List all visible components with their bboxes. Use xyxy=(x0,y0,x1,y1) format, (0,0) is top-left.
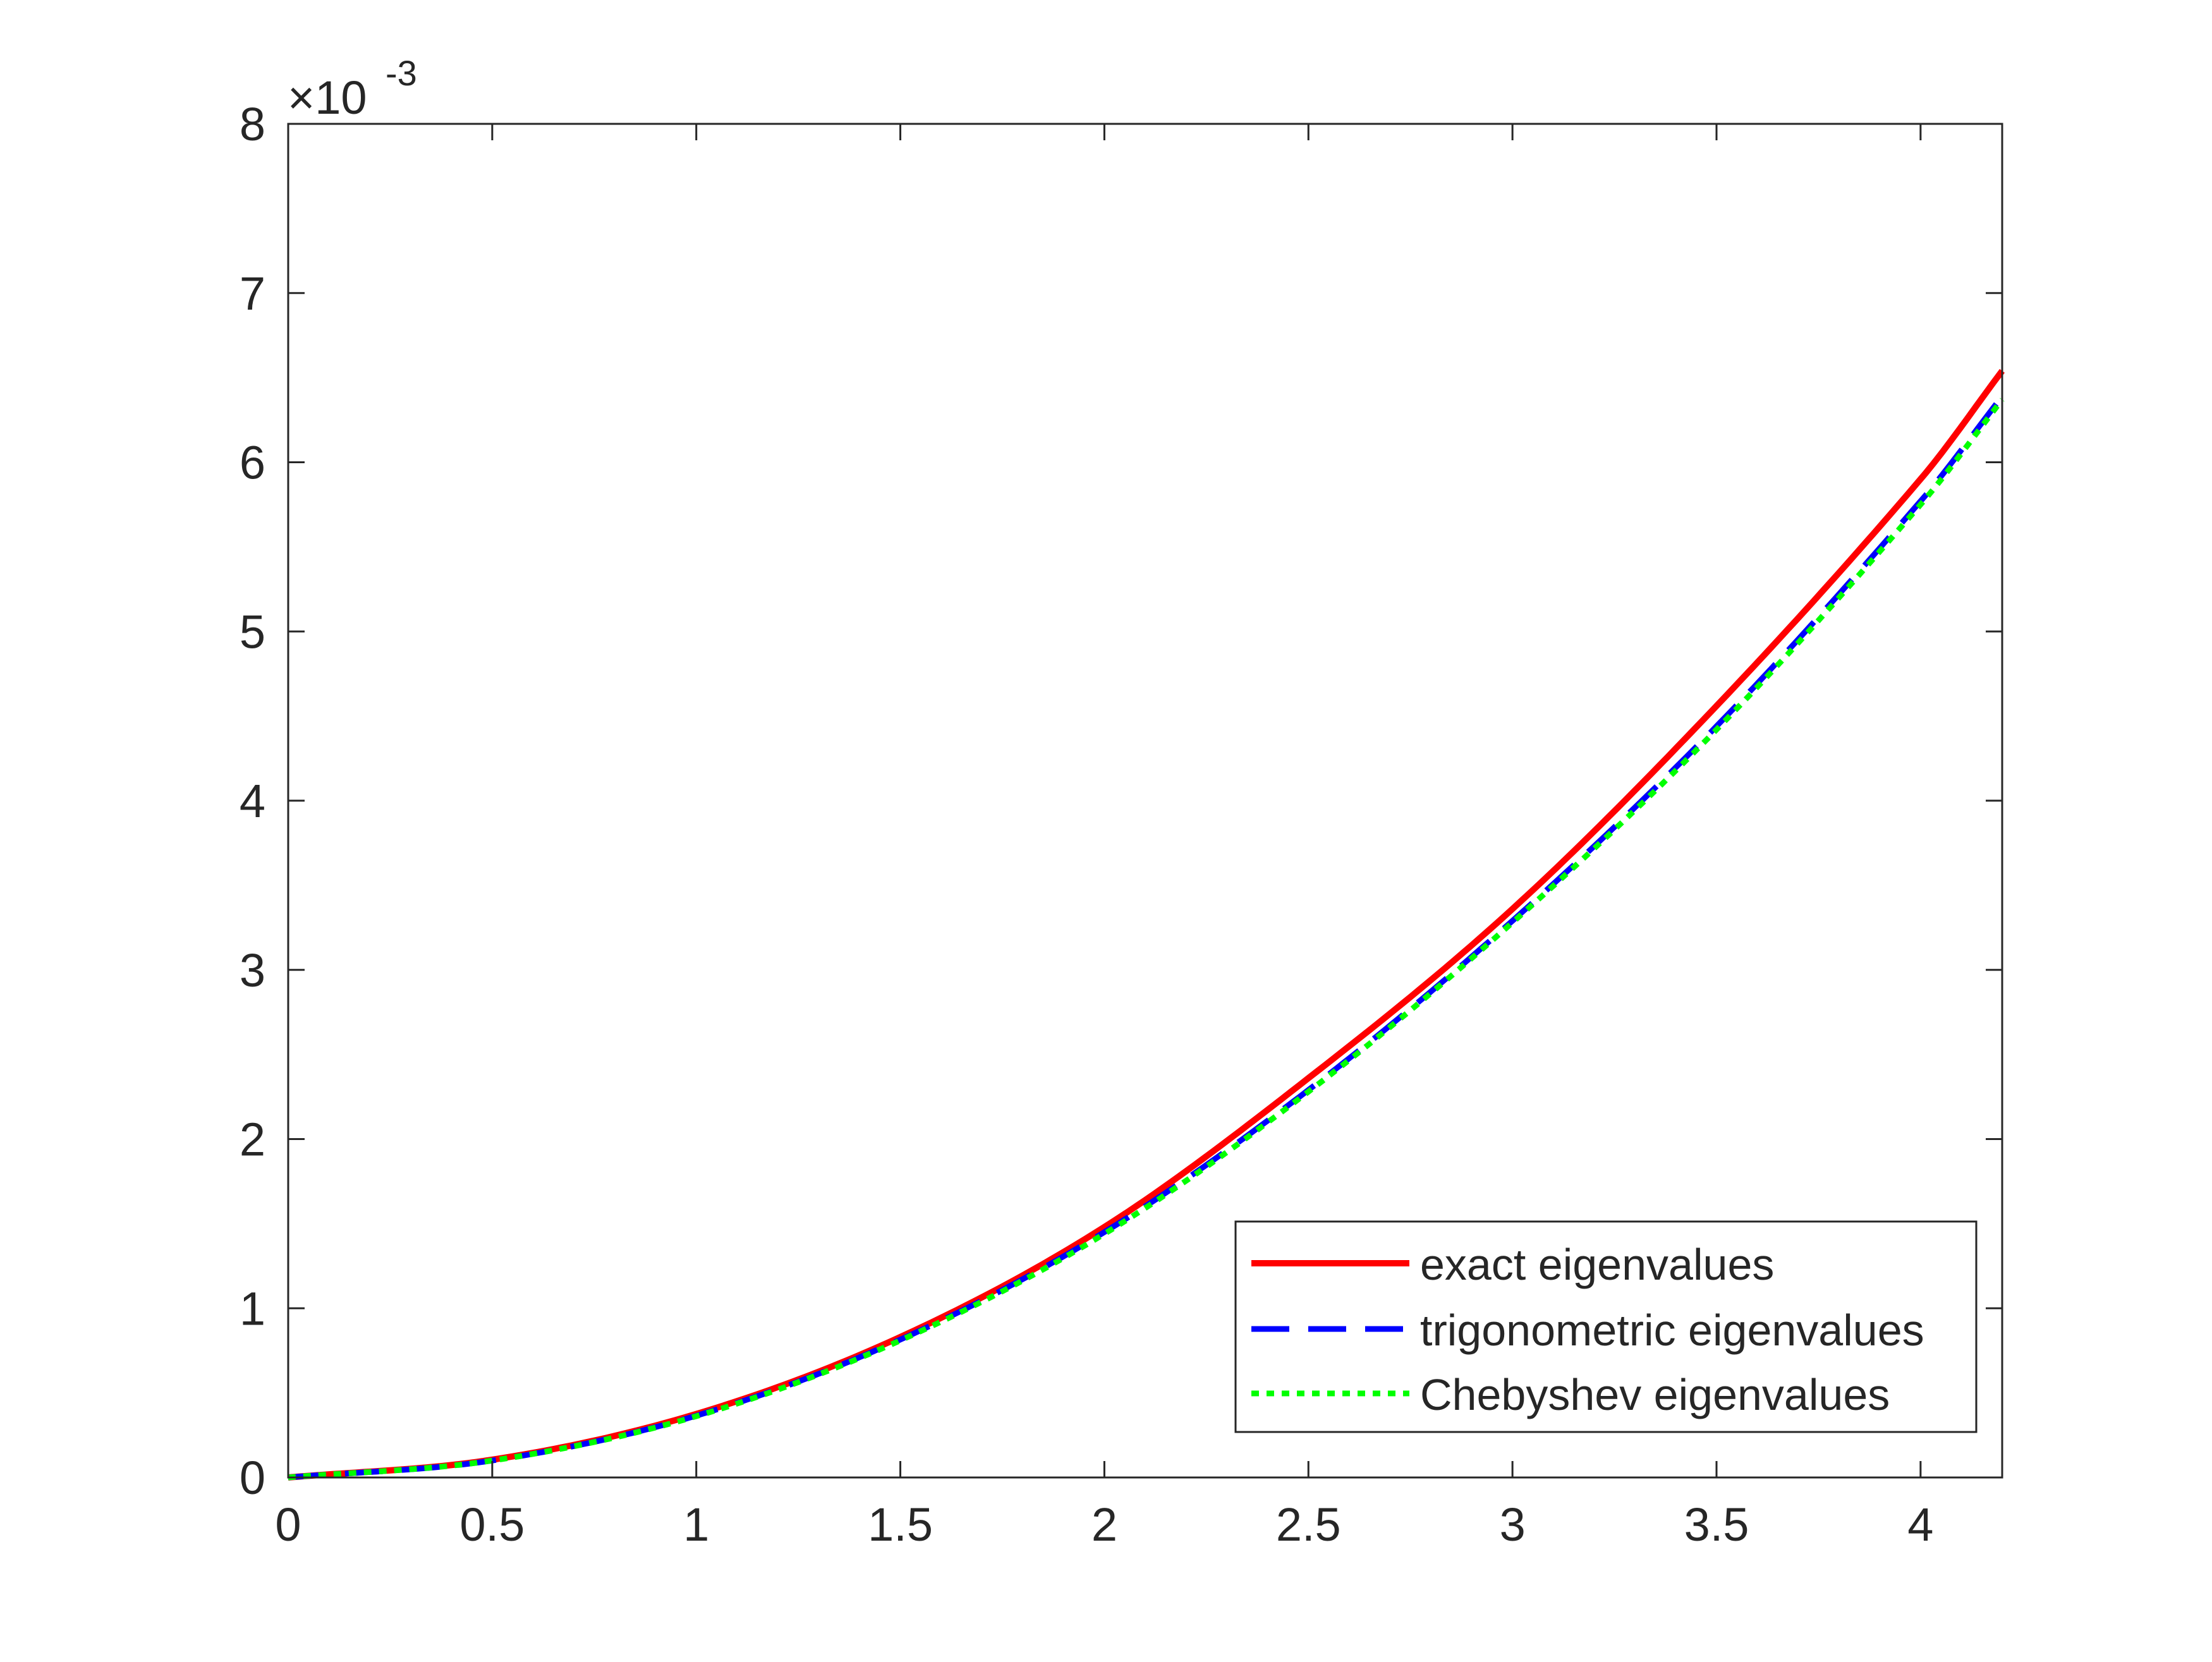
y-tick-label: 8 xyxy=(240,98,265,150)
axes: 0 0.5 1 1.5 2 2.5 3 3.5 4 0 1 2 3 4 5 6 7 8 xyxy=(240,98,2003,1551)
x-tick-label: 1.5 xyxy=(868,1498,933,1551)
y-tick-label: 6 xyxy=(240,437,265,489)
plot-area xyxy=(288,368,2005,1481)
y-tick-label: 1 xyxy=(240,1282,265,1335)
legend-label: Chebyshev eigenvalues xyxy=(1420,1370,1890,1419)
x-tick-label: 2 xyxy=(1091,1498,1117,1551)
legend-label: trigonometric eigenvalues xyxy=(1420,1306,1924,1355)
y-tick-label: 2 xyxy=(240,1113,265,1166)
x-tick-label: 0.5 xyxy=(459,1498,525,1551)
y-exponent-label: ×10 -3 xyxy=(288,53,417,124)
legend-label: exact eigenvalues xyxy=(1420,1240,1774,1289)
x-tick-label: 4 xyxy=(1907,1498,1933,1551)
x-tick-label: 3 xyxy=(1500,1498,1526,1551)
legend-box xyxy=(1234,1220,1978,1433)
x-tick-label: 3.5 xyxy=(1684,1498,1749,1551)
y-tick-label: 7 xyxy=(240,267,265,320)
y-exponent-base: ×10 xyxy=(288,71,367,124)
y-tick-label: 4 xyxy=(240,775,265,827)
y-tick-label: 0 xyxy=(240,1452,265,1504)
x-tick-label: 2.5 xyxy=(1276,1498,1341,1551)
y-exponent-power: -3 xyxy=(386,53,417,93)
legend: exact eigenvalues trigonometric eigenvalu… xyxy=(1234,1220,1978,1433)
y-tick-label: 5 xyxy=(240,605,265,658)
x-tick-label: 1 xyxy=(683,1498,709,1551)
series-line-3 xyxy=(288,397,2005,1481)
x-tick-label: 0 xyxy=(275,1498,301,1551)
y-tick-label: 3 xyxy=(240,944,265,997)
